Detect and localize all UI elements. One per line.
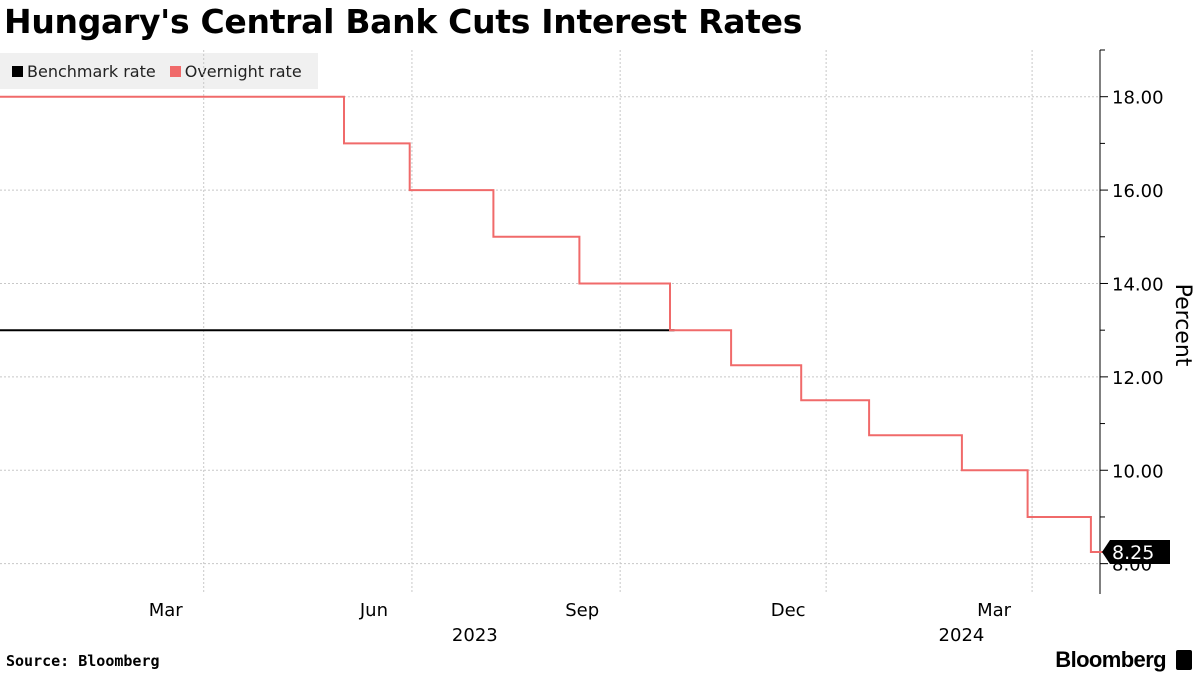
x-tick-label: Sep [565,600,599,621]
chart-title: Hungary's Central Bank Cuts Interest Rat… [4,2,803,41]
legend-item-overnight: Overnight rate [169,61,302,81]
legend-item-benchmark: Benchmark rate [12,62,156,81]
x-tick-label: Mar [977,600,1012,621]
y-axis-title: Percent [1170,284,1195,367]
series-line-overnight [0,95,1123,553]
x-year-label: 2024 [939,625,985,646]
legend: Benchmark rate Overnight rate [0,53,318,89]
legend-swatch-overnight [169,65,181,77]
bloomberg-bar-icon [1176,650,1192,670]
x-tick-label: Dec [771,600,806,621]
last-value-label: 8.25 [1112,542,1154,564]
x-tick-label: Jun [359,600,388,621]
y-tick-label: 12.00 [1112,368,1164,389]
last-value-badge [1102,539,1170,564]
source-note: Source: Bloomberg [6,652,160,670]
y-tick-label: 14.00 [1112,274,1164,295]
legend-label-overnight: Overnight rate [184,61,302,81]
brand-logo: Bloomberg [1055,647,1166,672]
x-year-label: 2023 [452,625,498,646]
y-tick-label: 10.00 [1112,461,1164,482]
y-tick-label: 18.00 [1112,88,1164,109]
x-tick-label: Mar [149,600,184,621]
y-tick-label: 16.00 [1112,181,1164,202]
legend-swatch-benchmark [12,65,23,77]
legend-label-benchmark: Benchmark rate [27,61,156,81]
